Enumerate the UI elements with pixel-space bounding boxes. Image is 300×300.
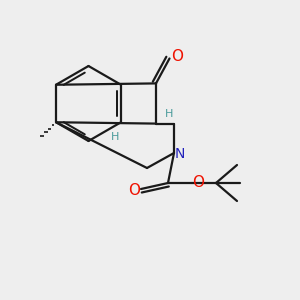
Text: N: N — [175, 147, 185, 160]
Text: H: H — [165, 109, 174, 119]
Text: O: O — [192, 175, 204, 190]
Text: H: H — [111, 131, 120, 142]
Text: O: O — [171, 49, 183, 64]
Text: O: O — [128, 183, 140, 198]
